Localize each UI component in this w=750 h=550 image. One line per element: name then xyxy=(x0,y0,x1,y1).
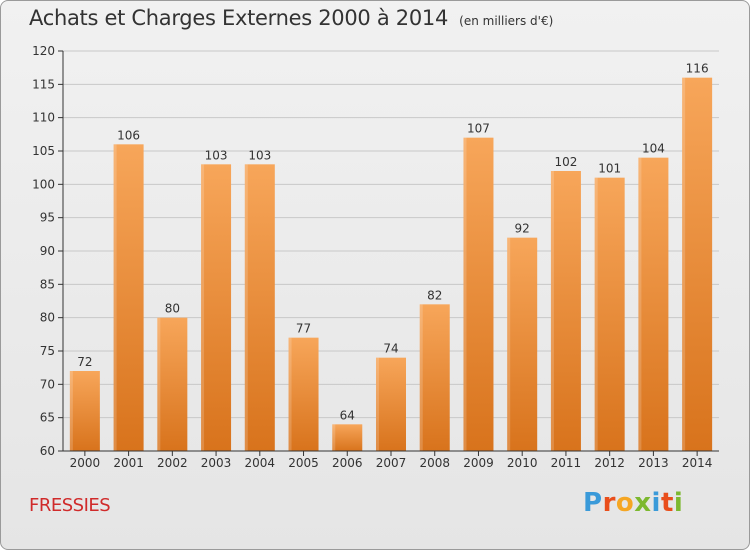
x-tick-label: 2012 xyxy=(594,456,625,470)
x-tick-label: 2006 xyxy=(332,456,363,470)
x-tick-label: 2001 xyxy=(113,456,144,470)
bar-highlight xyxy=(638,157,642,451)
bar-value-label: 64 xyxy=(340,408,355,422)
bar-value-label: 80 xyxy=(165,302,180,316)
y-tick-label: 100 xyxy=(32,177,55,191)
y-tick-label: 95 xyxy=(40,211,55,225)
bar-value-label: 92 xyxy=(515,222,530,236)
bar xyxy=(594,177,625,451)
x-tick-label: 2013 xyxy=(638,456,669,470)
bar xyxy=(507,237,538,451)
bar-highlight xyxy=(201,164,205,452)
x-tick-label: 2000 xyxy=(70,456,101,470)
bar-highlight xyxy=(507,237,511,451)
bar-value-label: 103 xyxy=(248,148,271,162)
y-tick-label: 90 xyxy=(40,244,55,258)
bar-highlight xyxy=(113,144,117,452)
bar-value-label: 104 xyxy=(642,142,665,156)
bar xyxy=(682,77,713,452)
x-tick-label: 2010 xyxy=(507,456,538,470)
y-tick-label: 115 xyxy=(32,77,55,91)
brand-letter: P xyxy=(583,488,603,518)
x-tick-label: 2014 xyxy=(682,456,713,470)
bar-highlight xyxy=(463,137,467,451)
bar-highlight xyxy=(244,164,248,452)
proxiti-logo: Proxiti xyxy=(583,488,683,518)
bar-value-label: 74 xyxy=(383,342,398,356)
x-tick-label: 2004 xyxy=(245,456,276,470)
bars: 72 106 80 103 103 77 64 74 82 107 92 102 101 104 116 xyxy=(69,62,713,452)
bar-highlight xyxy=(682,77,686,452)
bar-highlight xyxy=(332,424,336,451)
bar-highlight xyxy=(376,357,379,451)
bar-value-label: 101 xyxy=(598,162,621,176)
bar xyxy=(113,144,144,452)
bar xyxy=(288,337,319,451)
y-tick-label: 75 xyxy=(40,344,55,358)
bar xyxy=(157,317,188,451)
x-tick-label: 2011 xyxy=(551,456,582,470)
bar-highlight xyxy=(594,177,598,451)
y-tick-label: 120 xyxy=(32,44,55,58)
bar xyxy=(638,157,669,451)
bar xyxy=(69,371,100,451)
bar-value-label: 106 xyxy=(117,128,140,142)
x-tick-label: 2009 xyxy=(463,456,494,470)
brand-letter: i xyxy=(651,488,661,518)
brand-letter: r xyxy=(602,488,616,518)
chart-unit: (en milliers d'€) xyxy=(459,14,554,28)
commune-name: FRESSIES xyxy=(29,495,111,516)
bar-value-label: 116 xyxy=(686,62,709,76)
brand-letter: x xyxy=(634,488,652,518)
x-tick-label: 2005 xyxy=(288,456,319,470)
y-tick-label: 85 xyxy=(40,277,55,291)
y-tick-label: 110 xyxy=(32,111,55,125)
bar xyxy=(244,164,275,452)
bar-value-label: 77 xyxy=(296,322,311,336)
y-tick-label: 60 xyxy=(40,444,55,458)
bar-value-label: 102 xyxy=(554,155,577,169)
bar-highlight xyxy=(288,337,292,451)
bar-value-label: 107 xyxy=(467,122,490,136)
y-tick-label: 65 xyxy=(40,411,55,425)
x-tick-label: 2008 xyxy=(419,456,450,470)
bar-highlight xyxy=(69,371,73,451)
bar xyxy=(419,304,450,451)
brand-letter: t xyxy=(660,488,674,518)
bar xyxy=(332,424,363,451)
bar xyxy=(376,357,406,451)
axes: 60 65 70 75 80 85 90 95 100 105 110 115 120 2000 2001 2… xyxy=(32,44,719,470)
bar-highlight xyxy=(419,304,423,451)
bar-highlight xyxy=(550,171,554,451)
x-tick-label: 2003 xyxy=(201,456,232,470)
y-tick-label: 105 xyxy=(32,144,55,158)
chart-title: Achats et Charges Externes 2000 à 2014 xyxy=(29,6,449,30)
y-tick-label: 80 xyxy=(40,311,55,325)
bar xyxy=(550,171,581,451)
chart-title-block: Achats et Charges Externes 2000 à 2014 (… xyxy=(29,6,553,30)
bar-value-label: 72 xyxy=(77,355,92,369)
bar-value-label: 82 xyxy=(427,288,442,302)
brand-letter: i xyxy=(673,488,684,518)
bar-highlight xyxy=(157,317,161,451)
brand-letter: o xyxy=(615,488,635,518)
y-tick-label: 70 xyxy=(40,377,55,391)
x-tick-label: 2007 xyxy=(376,456,407,470)
bar xyxy=(463,137,494,451)
bar xyxy=(201,164,232,452)
x-tick-label: 2002 xyxy=(157,456,188,470)
bar-value-label: 103 xyxy=(205,148,228,162)
